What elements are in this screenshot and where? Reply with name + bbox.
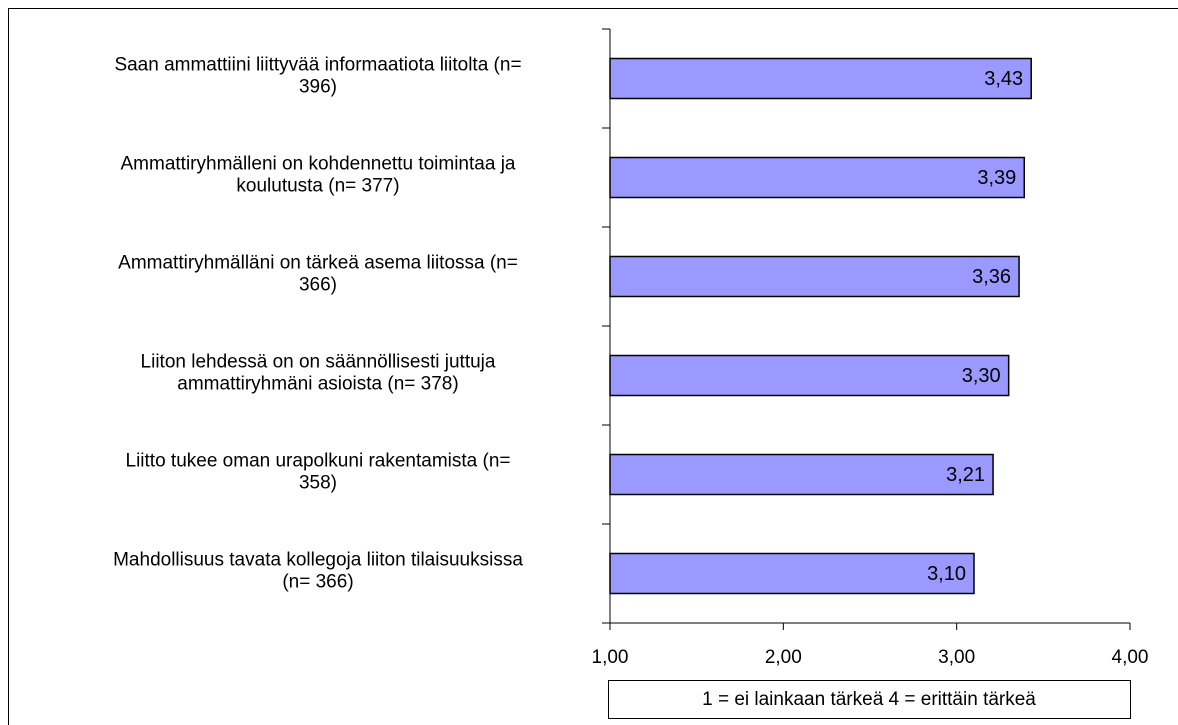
category-label: Liiton lehdessä on on säännöllisesti jut… <box>141 352 496 373</box>
category-label: Mahdollisuus tavata kollegoja liiton til… <box>113 550 523 571</box>
bar <box>609 255 1020 298</box>
x-tick-label: 1,00 <box>592 647 629 668</box>
bar <box>609 552 975 595</box>
value-label: 3,21 <box>946 464 985 486</box>
bar <box>609 354 1010 397</box>
category-label: 358) <box>299 473 337 494</box>
category-label: 396) <box>299 77 337 98</box>
value-label: 3,30 <box>962 365 1001 387</box>
value-label: 3,10 <box>927 563 966 585</box>
category-label: Liitto tukee oman urapolkuni rakentamist… <box>126 451 511 472</box>
category-label: Saan ammattiini liittyvää informaatiota … <box>114 55 521 76</box>
value-label: 3,43 <box>984 68 1023 90</box>
category-label: ammattiryhmäni asioista (n= 378) <box>177 374 458 395</box>
x-tick-label: 4,00 <box>1112 647 1149 668</box>
category-label: Ammattiryhmälläni on tärkeä asema liitos… <box>118 253 518 274</box>
x-tick-label: 3,00 <box>938 647 975 668</box>
category-label: (n= 366) <box>282 572 353 593</box>
category-label: 366) <box>299 275 337 296</box>
bar <box>609 156 1026 199</box>
bar <box>609 453 994 496</box>
axis-label-box <box>608 680 1131 719</box>
category-label: koulutusta (n= 377) <box>236 176 399 197</box>
x-tick-label: 2,00 <box>765 647 802 668</box>
category-label: Ammattiryhmälleni on kohdennettu toimint… <box>121 154 516 175</box>
value-label: 3,36 <box>972 266 1011 288</box>
value-label: 3,39 <box>977 167 1016 189</box>
bar <box>609 57 1032 100</box>
x-axis-label: 1 = ei lainkaan tärkeä 4 = erittäin tärk… <box>702 689 1036 710</box>
